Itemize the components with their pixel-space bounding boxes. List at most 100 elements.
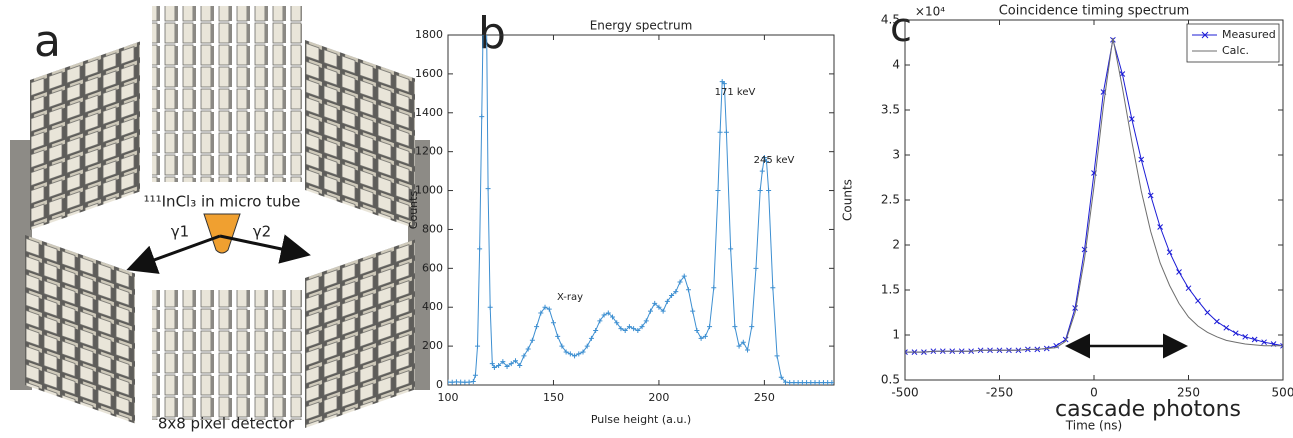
- data-marker: [757, 188, 763, 194]
- data-marker: [610, 314, 616, 320]
- panel-label: c: [890, 5, 912, 51]
- data-marker: [1261, 339, 1267, 346]
- data-marker: [652, 300, 658, 306]
- data-marker: [470, 379, 476, 384]
- legend-label: Measured: [1222, 28, 1276, 41]
- data-marker: [782, 379, 788, 385]
- data-marker: [1242, 333, 1249, 340]
- x-tick-label: -250: [986, 386, 1013, 400]
- data-marker: [694, 328, 700, 334]
- data-marker: [690, 308, 696, 314]
- y-tick-label: 800: [422, 222, 443, 235]
- data-marker: [764, 158, 770, 164]
- data-marker: [795, 380, 801, 385]
- data-marker: [580, 349, 586, 355]
- gamma2-label: γ2: [253, 223, 271, 241]
- y-tick-label: 1400: [415, 106, 443, 119]
- x-tick-label: 100: [438, 391, 459, 404]
- data-marker: [1195, 297, 1201, 304]
- data-marker: [1232, 330, 1239, 337]
- data-marker: [685, 287, 691, 293]
- detector-label: 8x8 pixel detector: [158, 415, 295, 433]
- data-marker: [508, 361, 514, 367]
- data-marker: [808, 380, 814, 385]
- data-marker: [812, 380, 818, 385]
- data-marker: [525, 346, 531, 352]
- data-marker: [618, 326, 624, 332]
- data-marker: [816, 380, 822, 385]
- x-tick-label: 500: [1272, 386, 1293, 400]
- y-tick-label: 4.5: [881, 13, 900, 27]
- plot-area: [905, 36, 1283, 355]
- y-scale-label: ×10⁴: [915, 5, 945, 19]
- data-marker: [588, 335, 594, 341]
- source-label: ¹¹¹InCl₃ in micro tube: [144, 193, 301, 211]
- data-marker: [774, 353, 780, 359]
- data-marker: [721, 81, 727, 87]
- data-marker: [647, 308, 653, 314]
- data-marker: [1223, 324, 1230, 331]
- x-axis-label: Pulse height (a.u.): [591, 413, 691, 426]
- bottom-detector: [152, 290, 302, 420]
- data-marker: [711, 285, 717, 291]
- data-marker: [749, 324, 755, 330]
- panel-label: b: [478, 8, 506, 59]
- data-marker: [702, 333, 708, 339]
- data-marker: [1213, 318, 1220, 325]
- data-marker: [521, 353, 527, 359]
- data-marker: [745, 347, 751, 353]
- detector-drawing: [10, 6, 430, 428]
- data-marker: [660, 308, 666, 314]
- y-tick-label: 0.5: [881, 373, 900, 387]
- panel-label: a: [34, 16, 61, 67]
- data-marker: [550, 320, 556, 326]
- data-marker: [1119, 71, 1126, 77]
- y-tick-label: 1: [892, 328, 900, 342]
- annotation: 171 keV: [715, 87, 756, 98]
- data-marker: [489, 361, 495, 367]
- data-marker: [626, 324, 632, 330]
- data-marker: [622, 328, 628, 334]
- x-tick-label: 250: [1177, 386, 1200, 400]
- data-marker: [472, 372, 478, 378]
- data-marker: [1138, 156, 1145, 163]
- y-tick-label: 3.5: [881, 103, 900, 117]
- y-tick-label: 600: [422, 261, 443, 274]
- gamma1-label: γ1: [171, 223, 189, 241]
- data-marker: [601, 312, 607, 318]
- data-marker: [635, 328, 641, 334]
- series-line: [905, 39, 1283, 353]
- data-marker: [534, 324, 540, 330]
- data-marker: [1185, 285, 1192, 292]
- data-marker: [1204, 309, 1211, 316]
- data-marker: [485, 186, 491, 192]
- data-marker: [1147, 192, 1154, 199]
- lower-left-detector: [25, 235, 135, 424]
- plot-area: [448, 35, 834, 385]
- data-marker: [542, 304, 548, 310]
- x-tick-label: 250: [754, 391, 775, 404]
- data-marker: [715, 188, 721, 194]
- data-marker: [458, 379, 464, 385]
- y-tick-label: 1000: [415, 184, 443, 197]
- data-marker: [1157, 224, 1164, 230]
- annotation: X-ray: [557, 292, 583, 303]
- data-marker: [572, 353, 578, 359]
- data-marker: [732, 324, 738, 330]
- data-marker: [778, 374, 784, 380]
- axes-box: [904, 19, 1284, 381]
- upper-left-detector: [30, 41, 140, 230]
- axes-box: [447, 34, 835, 386]
- data-marker: [728, 246, 734, 252]
- micro-tube: [203, 213, 241, 254]
- data-marker: [673, 289, 679, 295]
- data-marker: [639, 324, 645, 330]
- data-marker: [491, 365, 497, 370]
- y-tick-label: 2: [892, 238, 900, 252]
- y-tick-label: 1600: [415, 67, 443, 80]
- data-marker: [643, 318, 649, 324]
- data-marker: [512, 358, 518, 364]
- data-marker: [761, 155, 767, 160]
- data-marker: [517, 363, 523, 369]
- data-marker: [770, 285, 776, 291]
